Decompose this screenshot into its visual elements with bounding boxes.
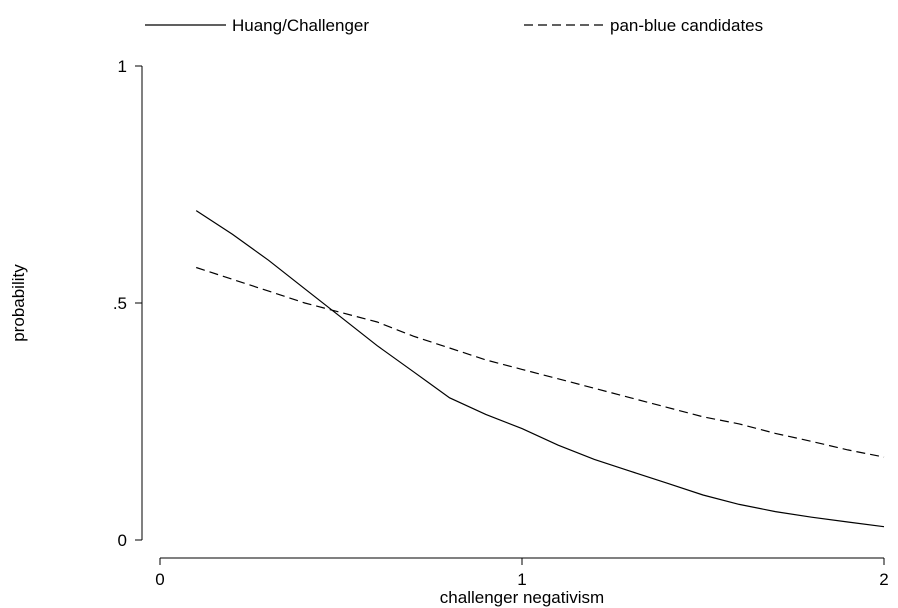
legend: Huang/Challenger pan-blue candidates [145,16,763,35]
legend-label-2: pan-blue candidates [610,16,763,35]
y-tick-label: 1 [118,57,127,76]
axes: 0 .5 1 0 1 2 [113,57,889,589]
x-axis-label: challenger negativism [440,588,604,607]
series-line-1 [195,210,885,528]
x-tick-label: 0 [155,570,164,589]
y-tick-label: 0 [118,531,127,550]
x-tick-label: 1 [517,570,526,589]
series-layer [195,210,885,528]
legend-label-1: Huang/Challenger [232,16,369,35]
y-tick-label: .5 [113,294,127,313]
x-tick-label: 2 [879,570,888,589]
series-line-2 [196,266,885,458]
y-axis-label: probability [9,264,28,342]
